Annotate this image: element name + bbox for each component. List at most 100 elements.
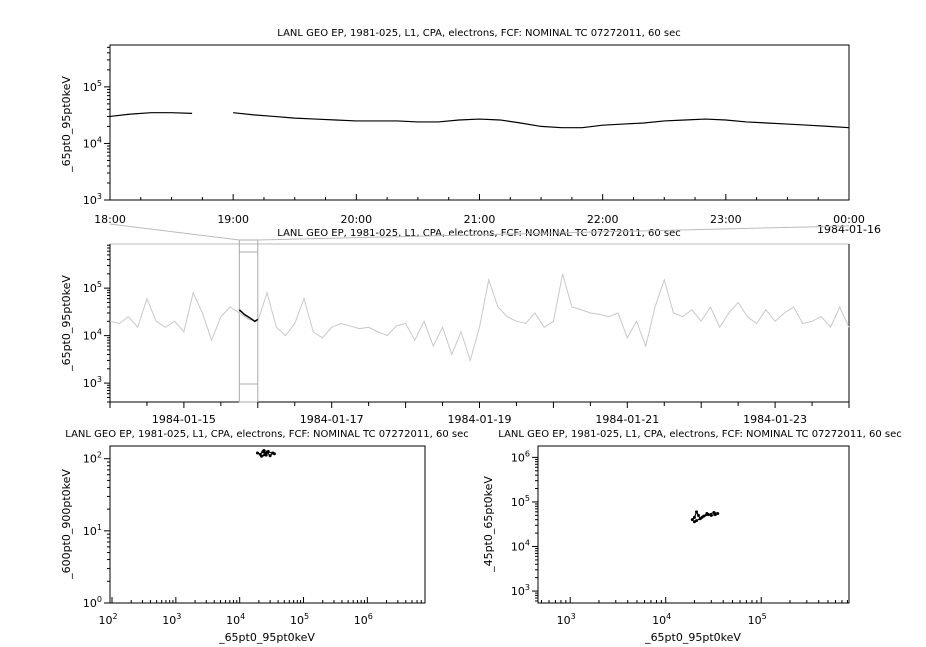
x-tick-label: 1984-01-17 xyxy=(300,413,364,426)
tick-exponent: 6 xyxy=(368,612,373,621)
plot-frame xyxy=(537,445,850,604)
tick-base: 10 xyxy=(83,377,97,390)
tick-exponent: 4 xyxy=(97,328,102,337)
tick-base: 10 xyxy=(652,614,666,627)
scatter-point xyxy=(255,451,259,455)
x-tick-label: 00:00 xyxy=(833,213,865,226)
y-axis-label: _65pt0_95pt0keV xyxy=(60,76,73,173)
panel-title: LANL GEO EP, 1981-025, L1, CPA, electron… xyxy=(277,28,680,39)
zoom-connector-line xyxy=(109,223,240,241)
tick-base: 10 xyxy=(511,541,525,554)
plot-frame xyxy=(109,44,850,201)
y-tick-label: 106 xyxy=(511,449,530,464)
tick-base: 10 xyxy=(83,597,97,610)
y-tick-label: 105 xyxy=(83,79,102,94)
tick-base: 10 xyxy=(748,614,762,627)
scatter-point xyxy=(694,510,698,514)
scatter-point xyxy=(700,515,704,519)
tick-base: 10 xyxy=(83,81,97,94)
tick-base: 10 xyxy=(511,496,525,509)
tick-exponent: 3 xyxy=(571,612,576,621)
tick-base: 10 xyxy=(511,451,525,464)
x-tick-label: 1984-01-21 xyxy=(595,413,659,426)
x-tick-label: 1984-01-15 xyxy=(152,413,216,426)
tick-exponent: 6 xyxy=(525,449,530,458)
tick-exponent: 3 xyxy=(525,583,530,592)
tick-exponent: 1 xyxy=(97,523,102,532)
tick-base: 10 xyxy=(98,614,112,627)
x-tick-label: 1984-01-23 xyxy=(743,413,807,426)
tick-exponent: 5 xyxy=(762,612,767,621)
tick-exponent: 4 xyxy=(97,135,102,144)
tick-exponent: 3 xyxy=(97,192,102,201)
tick-exponent: 4 xyxy=(240,612,245,621)
tick-base: 10 xyxy=(83,194,97,207)
scatter-point xyxy=(696,513,700,517)
scatter-point xyxy=(690,518,694,522)
x-tick-label: 105 xyxy=(748,612,767,627)
tick-exponent: 4 xyxy=(666,612,671,621)
tick-exponent: 4 xyxy=(525,539,530,548)
y-tick-label: 103 xyxy=(511,583,530,598)
scatter-point xyxy=(706,513,710,517)
x-tick-label: 103 xyxy=(162,612,181,627)
x-tick-label: 1984-01-19 xyxy=(448,413,512,426)
panel-title: LANL GEO EP, 1981-025, L1, CPA, electron… xyxy=(498,429,901,440)
panel-scatter-right: LANL GEO EP, 1981-025, L1, CPA, electron… xyxy=(482,429,902,644)
panel-title: LANL GEO EP, 1981-025, L1, CPA, electron… xyxy=(277,228,680,239)
panel-timeseries-overview: LANL GEO EP, 1981-025, L1, CPA, electron… xyxy=(60,223,850,426)
tick-base: 10 xyxy=(226,614,240,627)
tick-base: 10 xyxy=(83,282,97,295)
tick-exponent: 5 xyxy=(525,494,530,503)
scatter-point xyxy=(264,453,268,457)
tick-exponent: 3 xyxy=(176,612,181,621)
x-axis-label: _65pt0_95pt0keV xyxy=(218,631,315,644)
scatter-point xyxy=(716,512,720,516)
x-tick-label: 19:00 xyxy=(217,213,249,226)
x-tick-label: 105 xyxy=(290,612,309,627)
tick-exponent: 3 xyxy=(97,375,102,384)
tick-base: 10 xyxy=(354,614,368,627)
scatter-point xyxy=(266,449,270,453)
scatter-point xyxy=(692,515,696,519)
scatter-point xyxy=(712,510,716,514)
tick-base: 10 xyxy=(290,614,304,627)
tick-base: 10 xyxy=(162,614,176,627)
scatter-point xyxy=(260,454,264,458)
x-tick-label: 22:00 xyxy=(587,213,619,226)
scatter-point xyxy=(262,448,266,452)
tick-exponent: 5 xyxy=(304,612,309,621)
series-line xyxy=(109,112,193,118)
y-tick-label: 103 xyxy=(83,375,102,390)
y-axis-label: _65pt0_95pt0keV xyxy=(60,275,73,372)
y-tick-label: 100 xyxy=(83,595,102,610)
y-tick-label: 104 xyxy=(83,328,102,343)
tick-base: 10 xyxy=(511,585,525,598)
tick-base: 10 xyxy=(83,525,97,538)
tick-exponent: 2 xyxy=(97,451,102,460)
x-tick-label: 106 xyxy=(354,612,373,627)
y-axis-label: _45pt0_65pt0keV xyxy=(482,476,495,573)
y-tick-label: 105 xyxy=(83,280,102,295)
tick-exponent: 0 xyxy=(97,595,102,604)
scatter-point xyxy=(268,454,272,458)
tick-exponent: 5 xyxy=(97,79,102,88)
series-line xyxy=(109,273,850,363)
plot-frame xyxy=(109,445,426,604)
y-tick-label: 102 xyxy=(83,451,102,466)
panel-scatter-left: LANL GEO EP, 1981-025, L1, CPA, electron… xyxy=(60,429,469,644)
series-line xyxy=(233,112,850,129)
y-tick-label: 104 xyxy=(83,135,102,150)
panel-title: LANL GEO EP, 1981-025, L1, CPA, electron… xyxy=(65,429,468,440)
scatter-point xyxy=(272,452,276,456)
x-tick-label: 18:00 xyxy=(94,213,126,226)
x-axis-label: _65pt0_95pt0keV xyxy=(644,631,741,644)
panel-timeseries-zoom: LANL GEO EP, 1981-025, L1, CPA, electron… xyxy=(60,28,881,236)
y-axis-label: _600pt0_900pt0keV xyxy=(60,469,73,580)
tick-base: 10 xyxy=(83,453,97,466)
tick-base: 10 xyxy=(83,137,97,150)
tick-base: 10 xyxy=(557,614,571,627)
tick-base: 10 xyxy=(83,330,97,343)
